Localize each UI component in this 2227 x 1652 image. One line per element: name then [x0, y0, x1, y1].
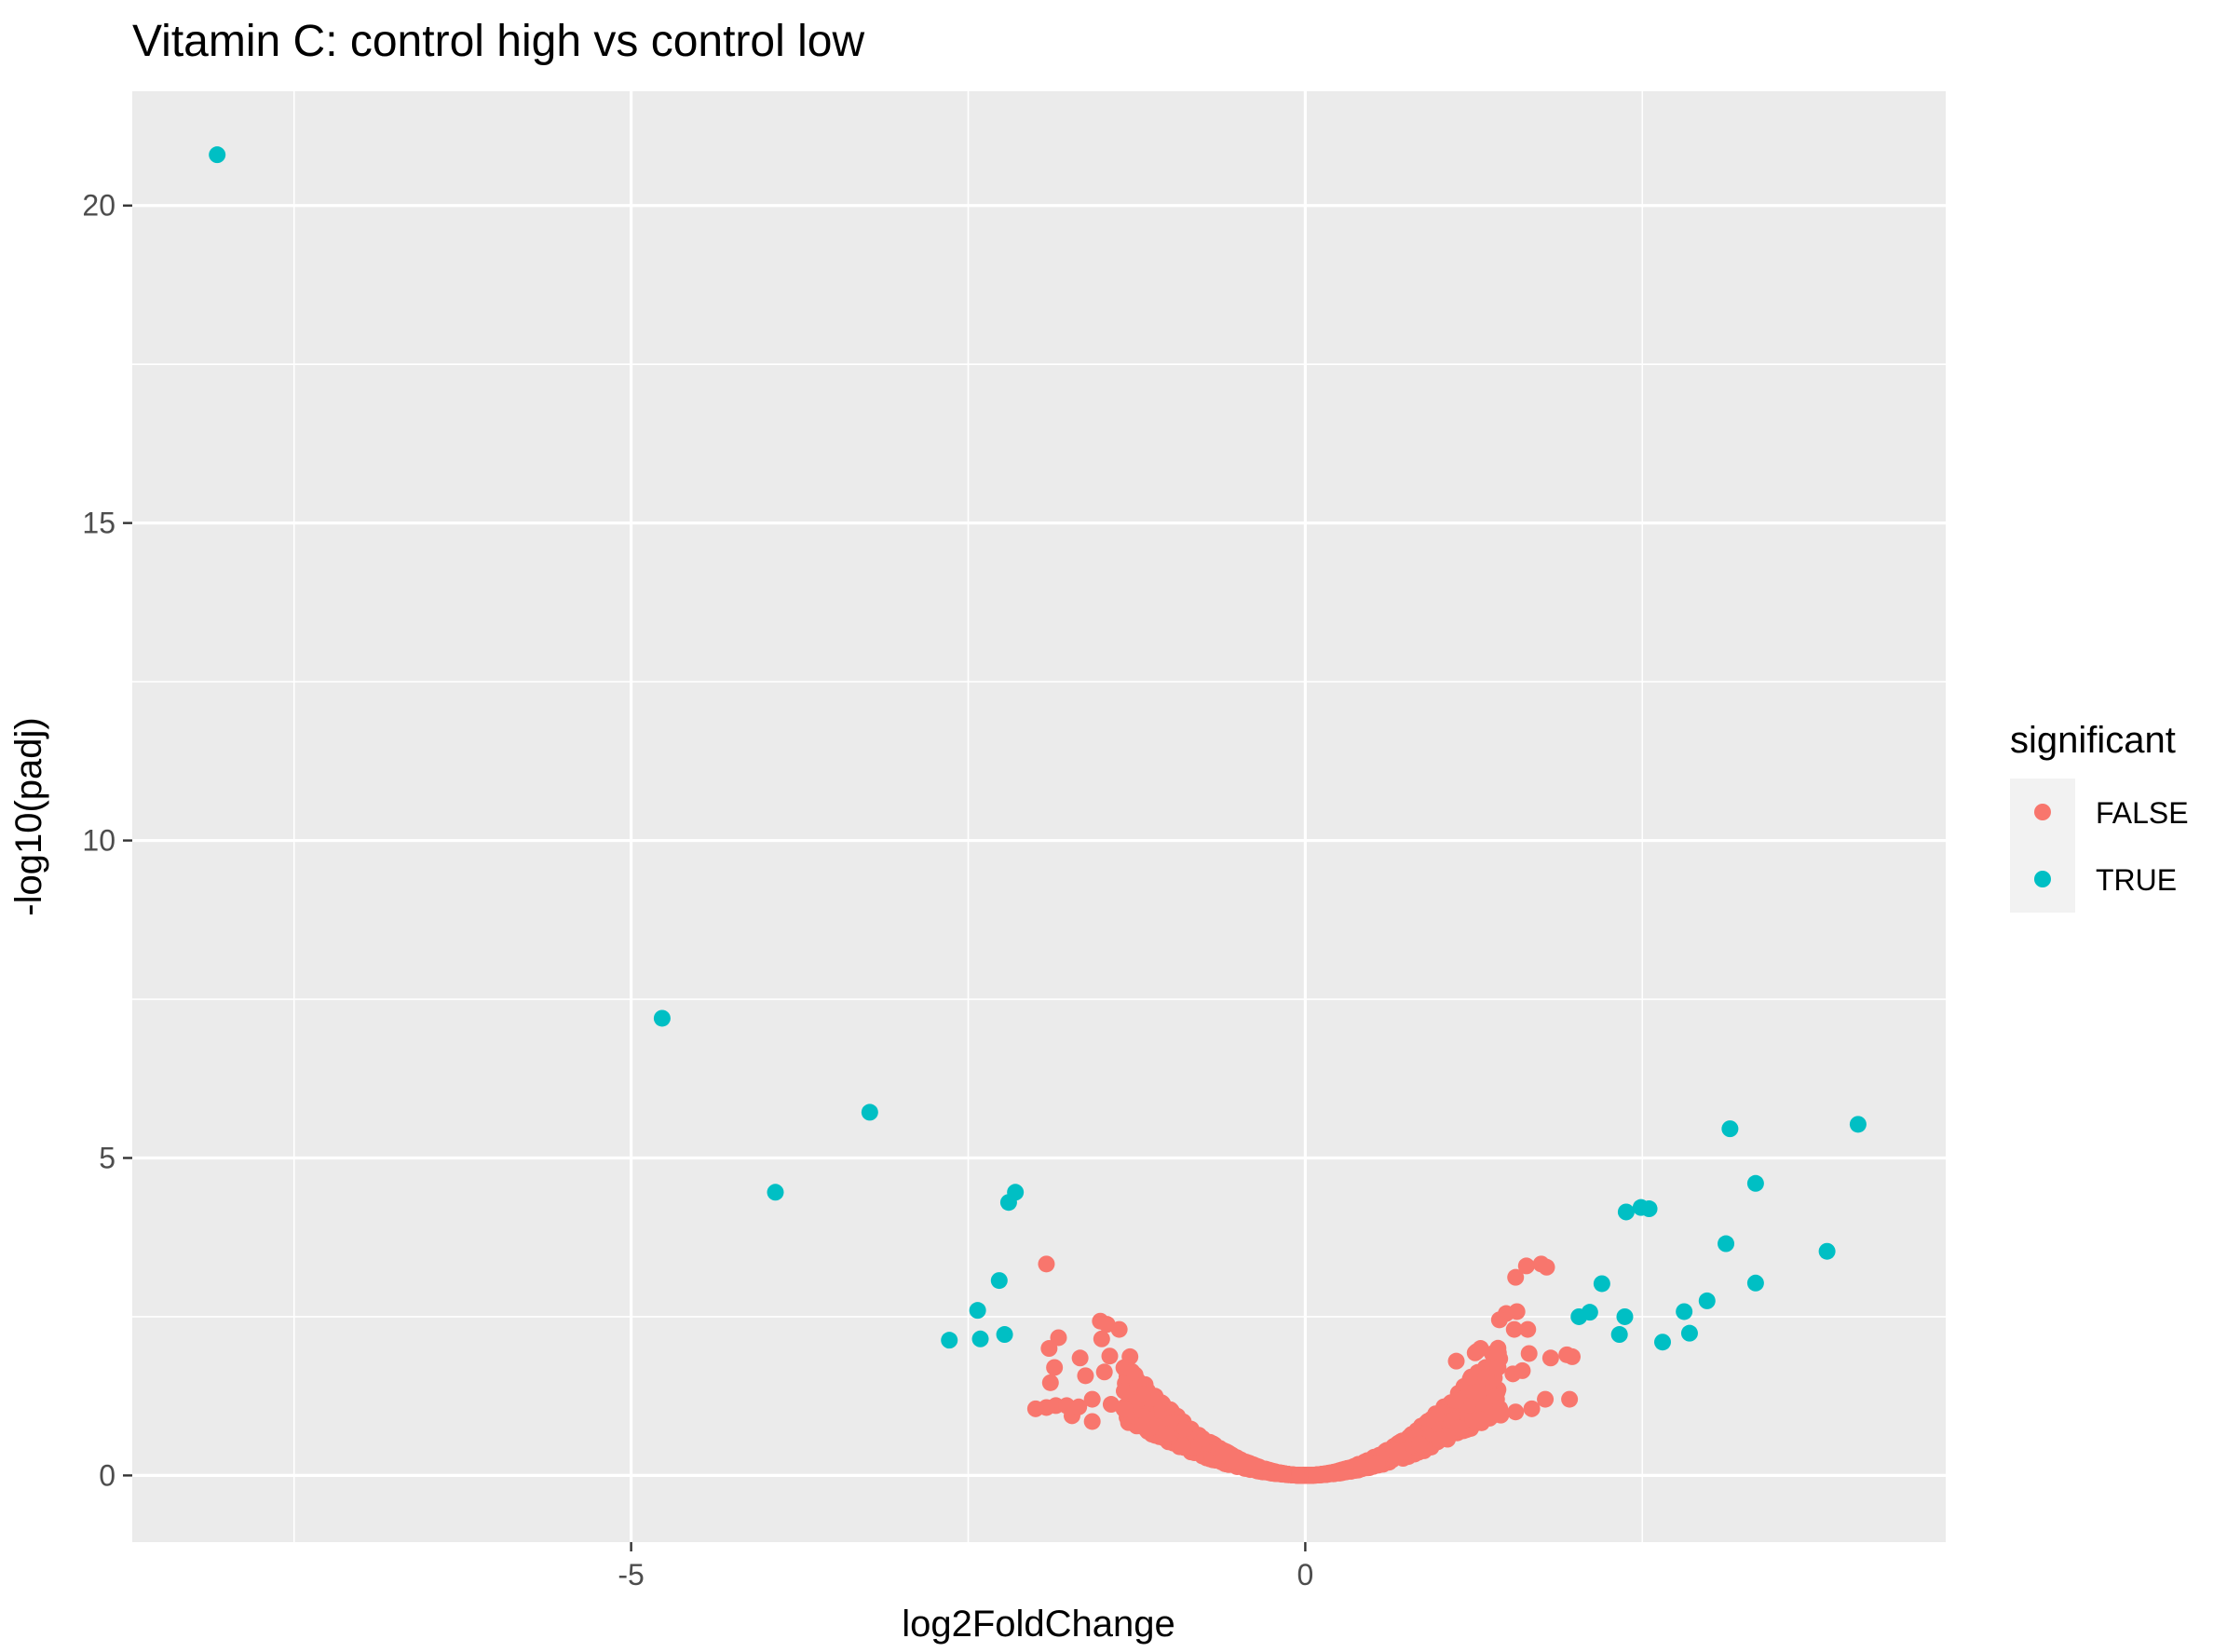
point-true — [1611, 1326, 1628, 1343]
point-false — [1369, 1456, 1386, 1472]
y-tick-label: 0 — [99, 1458, 115, 1492]
point-false — [1093, 1331, 1110, 1347]
point-false — [1490, 1345, 1507, 1361]
point-false — [1084, 1413, 1101, 1429]
x-tick-label: -5 — [618, 1558, 644, 1591]
point-false — [1111, 1321, 1128, 1338]
point-true — [1721, 1120, 1738, 1137]
chart-title: Vitamin C: control high vs control low — [132, 17, 864, 66]
y-tick-label: 20 — [82, 189, 115, 223]
point-false — [1521, 1345, 1538, 1361]
point-false — [1353, 1459, 1370, 1476]
point-true — [654, 1009, 671, 1026]
legend-marker-false — [2034, 804, 2051, 820]
point-false — [1539, 1259, 1555, 1276]
point-false — [1103, 1396, 1120, 1413]
point-true — [1850, 1116, 1867, 1132]
point-false — [1070, 1399, 1087, 1415]
point-false — [1492, 1407, 1509, 1424]
point-false — [1507, 1403, 1524, 1420]
legend-label-false: FALSE — [2096, 796, 2189, 830]
point-false — [1524, 1401, 1541, 1417]
point-false — [1239, 1455, 1256, 1471]
point-false — [1514, 1362, 1530, 1379]
point-false — [1134, 1417, 1151, 1434]
point-true — [1676, 1303, 1692, 1320]
x-axis-title: log2FoldChange — [902, 1604, 1175, 1645]
point-true — [1594, 1275, 1610, 1292]
point-true — [970, 1302, 986, 1319]
y-axis-ticks: 0 5 10 15 20 — [82, 189, 132, 1493]
point-true — [1641, 1200, 1658, 1217]
point-false — [1072, 1349, 1089, 1366]
point-false — [1450, 1419, 1467, 1436]
point-true — [991, 1272, 1008, 1289]
point-false — [1411, 1436, 1428, 1453]
legend: significant FALSE TRUE — [2010, 720, 2189, 913]
point-false — [1038, 1255, 1054, 1272]
point-false — [1561, 1391, 1578, 1408]
plot-panel — [132, 91, 1946, 1542]
point-true — [941, 1332, 957, 1348]
point-true — [1681, 1325, 1698, 1342]
point-true — [1718, 1236, 1734, 1253]
point-true — [1618, 1203, 1635, 1220]
point-true — [1000, 1194, 1017, 1211]
point-false — [1215, 1445, 1232, 1462]
point-false — [1292, 1467, 1309, 1483]
point-true — [997, 1326, 1013, 1343]
point-false — [1537, 1391, 1554, 1408]
legend-marker-true — [2034, 871, 2051, 887]
point-false — [1096, 1363, 1113, 1380]
point-false — [1274, 1465, 1291, 1482]
y-tick-label: 10 — [82, 824, 115, 858]
point-false — [1431, 1431, 1447, 1448]
point-true — [209, 146, 225, 163]
y-tick-label: 15 — [82, 507, 115, 540]
point-false — [1491, 1311, 1508, 1328]
legend-title: significant — [2010, 720, 2176, 761]
point-false — [1473, 1411, 1489, 1428]
point-true — [1699, 1293, 1716, 1309]
point-true — [767, 1184, 783, 1200]
point-false — [1175, 1437, 1191, 1454]
point-false — [1447, 1392, 1464, 1409]
point-false — [1427, 1405, 1444, 1422]
x-tick-label: 0 — [1297, 1558, 1313, 1591]
point-false — [1159, 1426, 1175, 1442]
point-false — [1176, 1420, 1193, 1437]
y-tick-label: 5 — [99, 1141, 115, 1174]
point-false — [1542, 1349, 1559, 1366]
point-false — [1468, 1343, 1485, 1360]
point-true — [1819, 1243, 1836, 1260]
point-false — [1462, 1369, 1479, 1386]
point-false — [1040, 1340, 1057, 1357]
point-false — [1564, 1348, 1581, 1365]
point-false — [1077, 1367, 1093, 1384]
point-false — [1489, 1359, 1506, 1375]
point-true — [1654, 1334, 1671, 1350]
point-false — [1310, 1467, 1327, 1483]
point-false — [1101, 1347, 1118, 1364]
point-false — [1519, 1321, 1536, 1338]
point-false — [1448, 1353, 1465, 1370]
point-false — [1465, 1383, 1482, 1400]
legend-label-true: TRUE — [2096, 863, 2177, 897]
point-false — [1121, 1348, 1138, 1365]
point-false — [1134, 1386, 1150, 1402]
point-true — [1616, 1308, 1633, 1325]
point-false — [1518, 1257, 1535, 1274]
point-true — [862, 1104, 878, 1120]
point-true — [1747, 1175, 1764, 1192]
point-true — [1747, 1275, 1764, 1292]
point-true — [972, 1331, 989, 1347]
y-axis-title: -log10(padj) — [8, 717, 49, 915]
x-axis-ticks: -5 0 — [618, 1542, 1313, 1591]
point-false — [1027, 1401, 1044, 1417]
point-true — [1582, 1304, 1598, 1320]
point-false — [1046, 1359, 1063, 1375]
point-false — [1042, 1374, 1059, 1391]
